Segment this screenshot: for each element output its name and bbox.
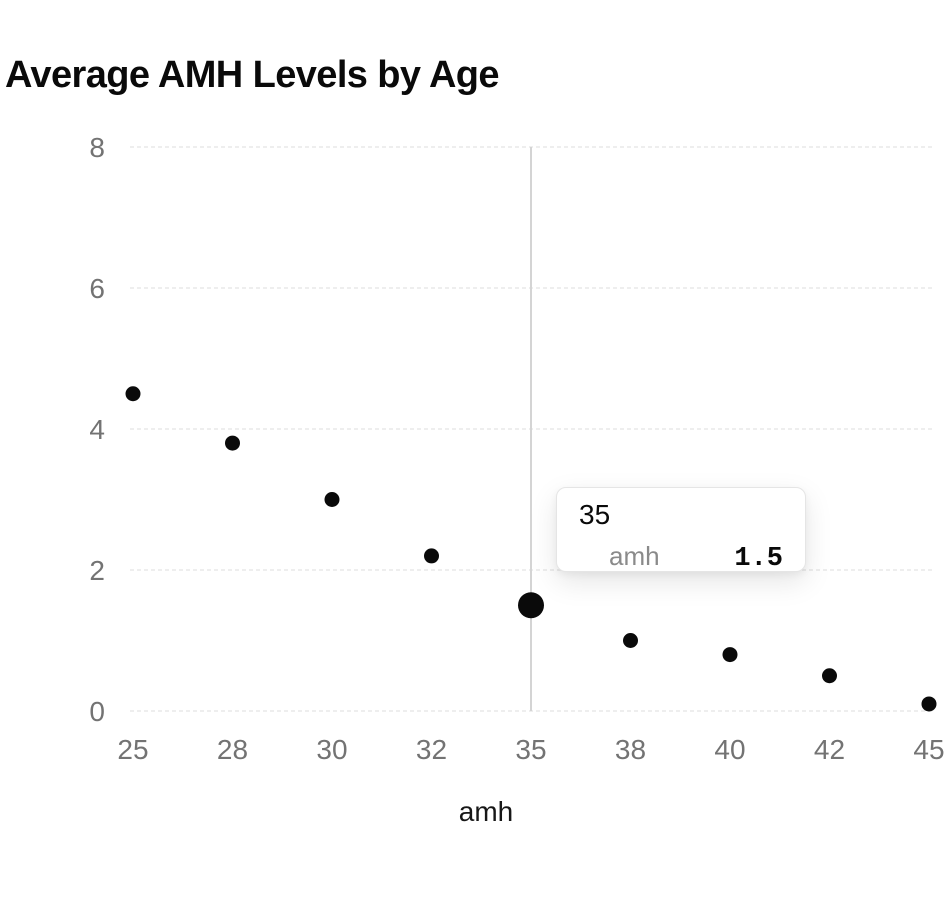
data-point[interactable] — [225, 435, 240, 451]
x-tick-label-42: 42 — [814, 734, 845, 765]
data-point[interactable] — [125, 386, 141, 402]
x-tick-label-28: 28 — [217, 734, 248, 765]
y-tick-label-2: 2 — [89, 555, 105, 586]
data-point[interactable] — [822, 668, 837, 684]
tooltip: 35 amh 1.5 — [556, 487, 806, 574]
tooltip-series-value: 1.5 — [734, 543, 783, 574]
x-tick-label-35: 35 — [515, 734, 546, 765]
data-point[interactable] — [921, 696, 937, 712]
chart-title: Average AMH Levels by Age — [5, 54, 500, 96]
y-tick-label-6: 6 — [89, 273, 105, 304]
x-axis-label: amh — [458, 796, 514, 827]
tooltip-series-label: amh — [609, 540, 660, 571]
data-point[interactable] — [623, 633, 638, 648]
x-tick-label-30: 30 — [316, 734, 347, 765]
x-tick-label-38: 38 — [615, 734, 646, 765]
y-tick-label-8: 8 — [89, 132, 105, 163]
data-point[interactable] — [324, 492, 340, 507]
tooltip-row: amh 1.5 — [579, 541, 783, 574]
data-point[interactable] — [722, 647, 738, 663]
data-point-active[interactable] — [518, 592, 544, 619]
x-tick-label-40: 40 — [714, 734, 745, 765]
x-tick-label-32: 32 — [416, 734, 447, 765]
y-tick-label-4: 4 — [89, 414, 105, 445]
x-tick-label-25: 25 — [117, 734, 148, 765]
data-point[interactable] — [424, 548, 439, 564]
tooltip-x-value: 35 — [579, 499, 611, 530]
x-tick-label-45: 45 — [913, 734, 944, 765]
y-tick-label-0: 0 — [89, 696, 105, 727]
